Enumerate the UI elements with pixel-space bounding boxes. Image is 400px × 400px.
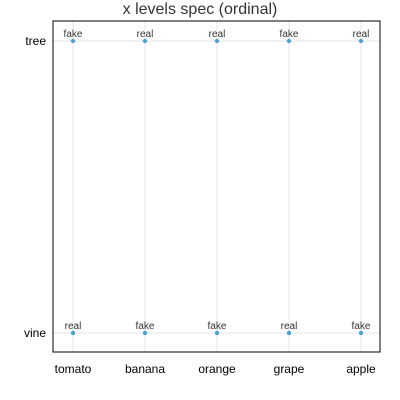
data-point-apple-tree bbox=[358, 38, 364, 44]
grid bbox=[53, 21, 380, 352]
y-tick-label-tree: tree bbox=[25, 34, 46, 48]
point-labels: fake real real fake real real fake fake real fake bbox=[64, 29, 371, 332]
data-point-orange-tree bbox=[214, 38, 220, 44]
data-point-banana-vine bbox=[142, 330, 148, 336]
data-point-banana-tree bbox=[142, 38, 148, 44]
data-point-orange-vine bbox=[214, 330, 220, 336]
data-label-apple-tree: real bbox=[353, 29, 370, 40]
data-label-apple-vine: fake bbox=[352, 321, 371, 332]
chart-title: x levels spec (ordinal) bbox=[123, 1, 278, 18]
x-tick-label-apple: apple bbox=[346, 362, 376, 376]
points bbox=[70, 38, 364, 336]
data-point-tomato-vine bbox=[70, 330, 76, 336]
data-label-grape-vine: real bbox=[281, 321, 298, 332]
data-point-tomato-tree bbox=[70, 38, 76, 44]
x-tick-label-grape: grape bbox=[274, 362, 305, 376]
plot-frame bbox=[52, 20, 381, 353]
data-label-banana-vine: fake bbox=[136, 321, 155, 332]
data-label-orange-vine: fake bbox=[208, 321, 227, 332]
data-label-banana-tree: real bbox=[137, 29, 154, 40]
data-label-grape-tree: fake bbox=[280, 29, 299, 40]
x-axis-ticks: tomato banana orange grape apple bbox=[55, 362, 376, 376]
x-tick-label-banana: banana bbox=[125, 362, 165, 376]
data-label-tomato-vine: real bbox=[65, 321, 82, 332]
x-tick-label-tomato: tomato bbox=[55, 362, 92, 376]
data-point-grape-vine bbox=[286, 330, 292, 336]
data-point-apple-vine bbox=[358, 330, 364, 336]
data-label-tomato-tree: fake bbox=[64, 29, 83, 40]
y-tick-label-vine: vine bbox=[24, 326, 46, 340]
data-label-orange-tree: real bbox=[209, 29, 226, 40]
data-point-grape-tree bbox=[286, 38, 292, 44]
x-tick-label-orange: orange bbox=[198, 362, 236, 376]
y-axis-ticks: tree vine bbox=[24, 34, 46, 340]
